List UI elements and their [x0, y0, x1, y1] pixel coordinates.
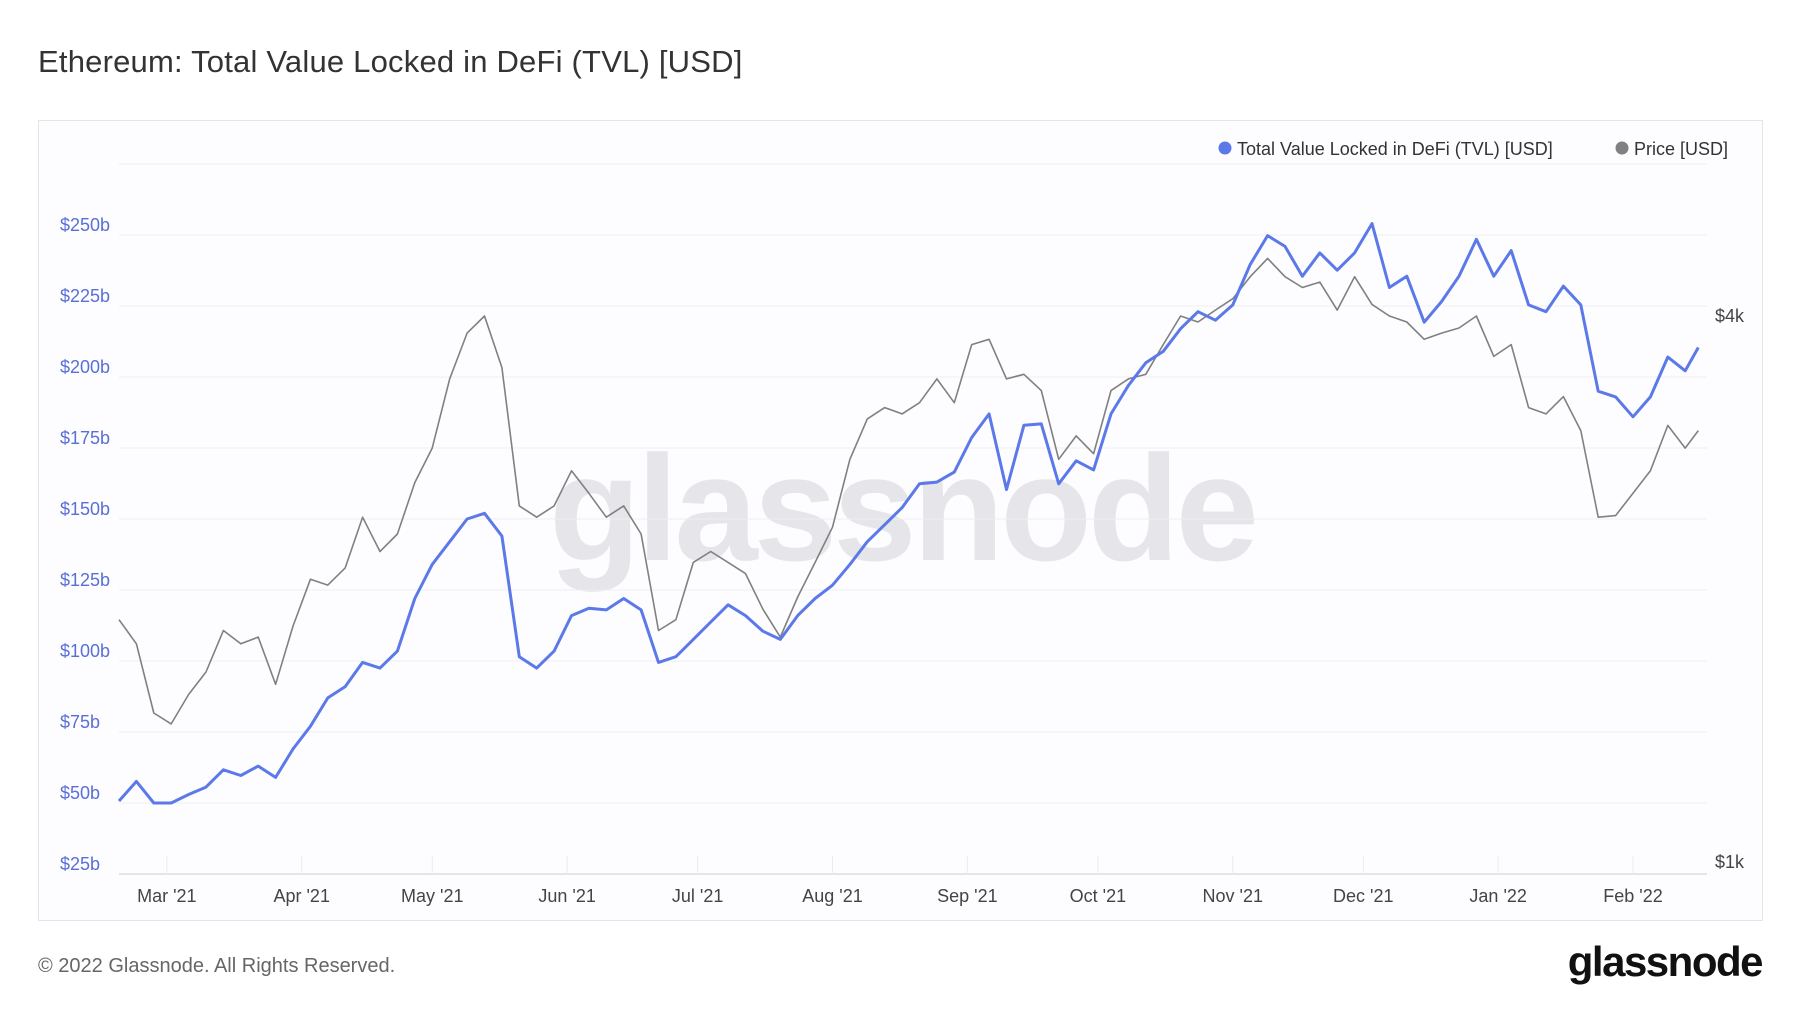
- x-tick-label: Dec '21: [1333, 886, 1393, 906]
- copyright-text: © 2022 Glassnode. All Rights Reserved.: [38, 955, 396, 977]
- y-left-tick-label: $250b: [60, 215, 110, 235]
- legend-item-price[interactable]: Price [USD]: [1615, 139, 1729, 159]
- y-right-tick-label: $1k: [1715, 852, 1745, 872]
- y-left-tick-label: $75b: [60, 712, 100, 732]
- y-left-tick-label: $50b: [60, 783, 100, 803]
- y-left-tick-label: $200b: [60, 357, 110, 377]
- x-tick-label: Oct '21: [1070, 886, 1126, 906]
- x-tick-label: Nov '21: [1203, 886, 1263, 906]
- x-tick-label: Jul '21: [672, 886, 723, 906]
- y-left-tick-label: $150b: [60, 499, 110, 519]
- legend-label-price: Price [USD]: [1634, 139, 1728, 159]
- chart-title: Ethereum: Total Value Locked in DeFi (TV…: [38, 44, 743, 79]
- legend-dot-price: [1615, 141, 1629, 155]
- tvl-series-line: [117, 222, 1700, 805]
- glassnode-logo: glassnode: [1567, 938, 1764, 985]
- x-tick-label: Feb '22: [1603, 886, 1662, 906]
- y-left-tick-label: $125b: [60, 570, 110, 590]
- x-tick-label: May '21: [401, 886, 463, 906]
- x-tick-label: Mar '21: [137, 886, 196, 906]
- legend-dot-tvl: [1218, 141, 1232, 155]
- y-right-tick-label: $4k: [1715, 306, 1745, 326]
- x-tick-label: Jun '21: [538, 886, 595, 906]
- chart-panel: [38, 120, 1763, 921]
- y-left-tick-label: $100b: [60, 641, 110, 661]
- x-tick-label: Apr '21: [273, 886, 329, 906]
- x-tick-label: Aug '21: [802, 886, 863, 906]
- legend-label-tvl: Total Value Locked in DeFi (TVL) [USD]: [1237, 139, 1553, 159]
- legend: Total Value Locked in DeFi (TVL) [USD] P…: [1218, 139, 1729, 159]
- price-series-line: [118, 257, 1699, 725]
- y-left-tick-label: $175b: [60, 428, 110, 448]
- watermark: glassnode: [549, 424, 1255, 592]
- legend-item-tvl[interactable]: Total Value Locked in DeFi (TVL) [USD]: [1218, 139, 1553, 159]
- y-left-tick-label: $25b: [60, 854, 100, 874]
- x-tick-label: Jan '22: [1469, 886, 1526, 906]
- y-left-tick-label: $225b: [60, 286, 110, 306]
- x-tick-label: Sep '21: [937, 886, 998, 906]
